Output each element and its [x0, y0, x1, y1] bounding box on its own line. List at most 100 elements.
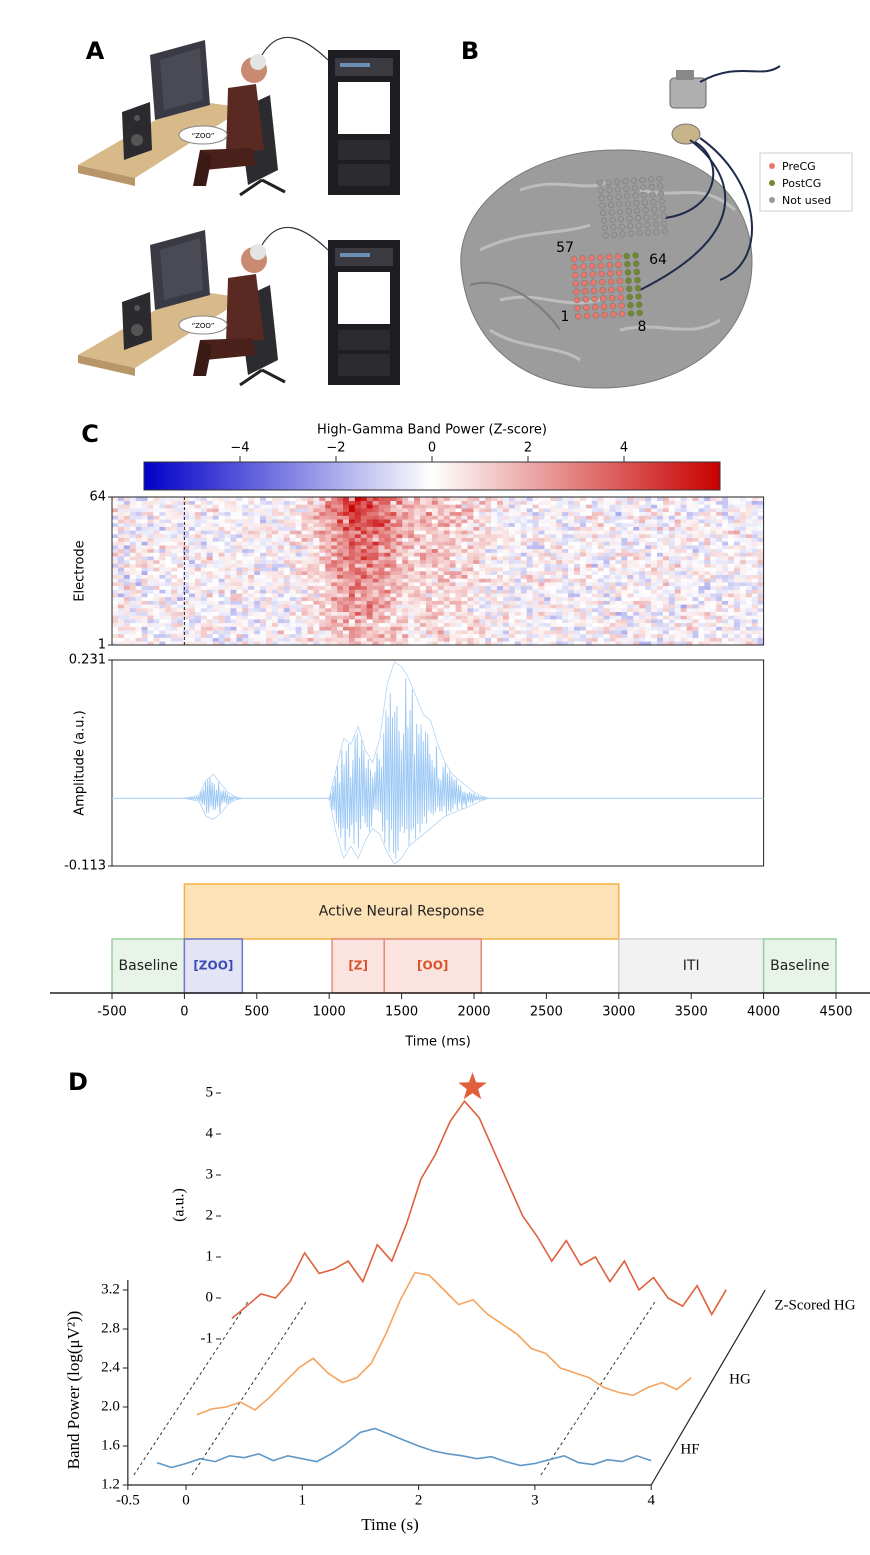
- heatmap-cell: [621, 593, 627, 597]
- heatmap-cell: [331, 638, 337, 642]
- heatmap-cell: [586, 501, 592, 505]
- heatmap-cell: [302, 512, 308, 516]
- heatmap-cell: [473, 534, 479, 538]
- heatmap-cell: [509, 530, 515, 534]
- heatmap-cell: [379, 612, 385, 616]
- heatmap-cell: [616, 597, 622, 601]
- electrode: [624, 186, 630, 192]
- heatmap-cell: [384, 512, 390, 516]
- heatmap-cell: [153, 578, 159, 582]
- heatmap-cell: [657, 627, 663, 631]
- heatmap-cell: [461, 501, 467, 505]
- legend-label: PreCG: [782, 160, 816, 173]
- heatmap-cell: [112, 497, 118, 501]
- heatmap-cell: [491, 634, 497, 638]
- heatmap-cell: [734, 564, 740, 568]
- heatmap-cell: [740, 597, 746, 601]
- heatmap-cell: [165, 619, 171, 623]
- heatmap-cell: [479, 516, 485, 520]
- heatmap-cell: [272, 634, 278, 638]
- heatmap-cell: [438, 634, 444, 638]
- heatmap-cell: [355, 601, 361, 605]
- heatmap-cell: [461, 504, 467, 508]
- heatmap-cell: [272, 627, 278, 631]
- heatmap-cell: [758, 571, 764, 575]
- heatmap-cell: [343, 538, 349, 542]
- heatmap-cell: [426, 504, 432, 508]
- heatmap-cell: [710, 604, 716, 608]
- heatmap-cell: [302, 582, 308, 586]
- heatmap-cell: [337, 638, 343, 642]
- heatmap-cell: [758, 553, 764, 557]
- heatmap-cell: [669, 530, 675, 534]
- heatmap-cell: [586, 578, 592, 582]
- heatmap-cell: [580, 619, 586, 623]
- heatmap-cell: [550, 545, 556, 549]
- heatmap-cell: [544, 545, 550, 549]
- heatmap-cell: [734, 516, 740, 520]
- heatmap-cell: [710, 627, 716, 631]
- heatmap-cell: [651, 523, 657, 527]
- heatmap-cell: [112, 582, 118, 586]
- heatmap-cell: [539, 634, 545, 638]
- heatmap-cell: [361, 564, 367, 568]
- heatmap-cell: [355, 612, 361, 616]
- heatmap-cell: [296, 608, 302, 612]
- heatmap-cell: [544, 586, 550, 590]
- heatmap-cell: [325, 560, 331, 564]
- heatmap-cell: [438, 619, 444, 623]
- heatmap-cell: [165, 538, 171, 542]
- heatmap-cell: [633, 567, 639, 571]
- heatmap-cell: [657, 578, 663, 582]
- heatmap-cell: [219, 575, 225, 579]
- heatmap-cell: [716, 497, 722, 501]
- heatmap-cell: [402, 615, 408, 619]
- heatmap-cell: [491, 623, 497, 627]
- heatmap-cell: [396, 549, 402, 553]
- heatmap-cell: [669, 608, 675, 612]
- heatmap-cell: [396, 534, 402, 538]
- heatmap-cell: [473, 627, 479, 631]
- heatmap-cell: [142, 578, 148, 582]
- heatmap-cell: [296, 556, 302, 560]
- heatmap-cell: [266, 571, 272, 575]
- heatmap-cell: [687, 604, 693, 608]
- heatmap-cell: [260, 623, 266, 627]
- heatmap-cell: [313, 508, 319, 512]
- heatmap-cell: [574, 590, 580, 594]
- heatmap-cell: [272, 508, 278, 512]
- heatmap-cell: [219, 623, 225, 627]
- heatmap-cell: [592, 630, 598, 634]
- heatmap-cell: [165, 523, 171, 527]
- heatmap-cell: [568, 541, 574, 545]
- heatmap-cell: [266, 560, 272, 564]
- heatmap-cell: [639, 545, 645, 549]
- heatmap-cell: [195, 571, 201, 575]
- heatmap-cell: [153, 519, 159, 523]
- heatmap-cell: [539, 527, 545, 531]
- heatmap-cell: [485, 623, 491, 627]
- heatmap-cell: [230, 623, 236, 627]
- heatmap-cell: [248, 567, 254, 571]
- heatmap-cell: [373, 571, 379, 575]
- heatmap-cell: [556, 630, 562, 634]
- heatmap-cell: [432, 615, 438, 619]
- heatmap-cell: [663, 545, 669, 549]
- heatmap-cell: [616, 582, 622, 586]
- heatmap-cell: [331, 634, 337, 638]
- heatmap-cell: [148, 612, 154, 616]
- heatmap-cell: [153, 501, 159, 505]
- heatmap-cell: [177, 586, 183, 590]
- heatmap-cell: [580, 597, 586, 601]
- heatmap-cell: [669, 638, 675, 642]
- heatmap-cell: [621, 612, 627, 616]
- heatmap-cell: [568, 619, 574, 623]
- heatmap-cell: [461, 512, 467, 516]
- heatmap-cell: [473, 556, 479, 560]
- heatmap-cell: [373, 504, 379, 508]
- heatmap-cell: [296, 523, 302, 527]
- heatmap-cell: [527, 575, 533, 579]
- heatmap-cell: [621, 623, 627, 627]
- heatmap-cell: [580, 593, 586, 597]
- heatmap-cell: [302, 608, 308, 612]
